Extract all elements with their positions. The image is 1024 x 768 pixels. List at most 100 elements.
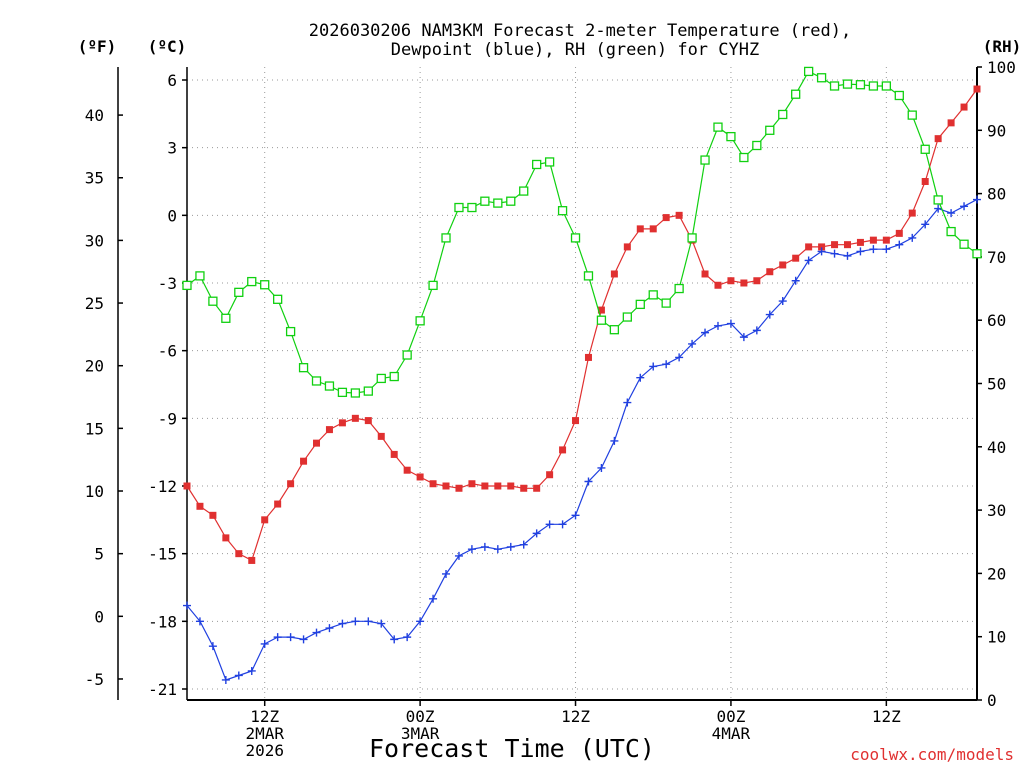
red-series-line (186, 88, 978, 562)
fahrenheit-tick-label: 20 (85, 357, 104, 376)
dewpoint-point (817, 247, 826, 256)
temperature-point (274, 500, 282, 508)
rh-point (273, 294, 283, 304)
rh-point (894, 90, 904, 101)
rh-point (713, 122, 723, 132)
fahrenheit-tick-label: 30 (85, 231, 104, 250)
dewpoint-point (208, 642, 217, 651)
rh-tick-label: 80 (987, 185, 1006, 204)
x-tick-label: 12Z (561, 707, 590, 726)
temperature-point (351, 414, 359, 422)
rh-point (285, 326, 296, 337)
rh-point (868, 81, 879, 91)
dewpoint-point (416, 617, 425, 626)
rh-point (454, 202, 464, 213)
temperature-point (364, 417, 372, 425)
temperature-point (934, 135, 942, 143)
series-green (182, 66, 982, 398)
fahrenheit-tick-label: 40 (85, 106, 104, 125)
series-blue (183, 195, 981, 684)
temperature-point (442, 482, 450, 490)
dewpoint-point (325, 624, 334, 633)
temperature-point (649, 225, 657, 233)
dewpoint-point (739, 333, 748, 342)
temperature-point (675, 211, 683, 219)
rh-point (363, 386, 373, 396)
rh-point (428, 280, 438, 291)
rh-point (337, 387, 348, 398)
dewpoint-point (701, 328, 710, 337)
dewpoint-point (299, 635, 308, 644)
temperature-point (766, 268, 774, 276)
temperature-point (287, 480, 295, 488)
temperature-point (908, 209, 916, 217)
rh-point (622, 312, 632, 322)
dewpoint-point (506, 542, 515, 551)
chart-title-line1: 2026030206 NAM3KM Forecast 2-meter Tempe… (309, 21, 851, 41)
rh-unit-label: (RH) (983, 37, 1022, 56)
rh-point (635, 299, 645, 310)
rh-point (842, 79, 853, 89)
dewpoint-point (765, 310, 774, 319)
rh-point (208, 296, 218, 306)
x-tick-label: 3MAR (401, 724, 440, 743)
fahrenheit-tick-label: 25 (85, 294, 104, 313)
celsius-tick-label: 3 (167, 139, 177, 158)
temperature-point (209, 511, 217, 519)
rh-point (855, 80, 866, 90)
temperature-point (507, 482, 515, 490)
temperature-point (753, 277, 761, 285)
temperature-point (701, 270, 709, 278)
dewpoint-point (338, 619, 347, 628)
dewpoint-point (286, 633, 295, 642)
dewpoint-point (830, 249, 839, 258)
rh-point (324, 381, 335, 391)
celsius-tick-label: -6 (158, 342, 177, 361)
series-red (183, 85, 981, 564)
rh-point (803, 66, 814, 77)
rh-tick-label: 20 (987, 564, 1006, 583)
dewpoint-point (726, 319, 735, 328)
x-tick-label: 12Z (872, 707, 901, 726)
fahrenheit-tick-label: 0 (94, 607, 104, 626)
dewpoint-point (312, 628, 321, 637)
dewpoint-point (429, 594, 438, 603)
dewpoint-point (571, 511, 580, 520)
dewpoint-point (519, 540, 528, 549)
temperature-point (494, 482, 502, 490)
temperature-point (727, 277, 735, 285)
dewpoint-point (597, 463, 606, 472)
dewpoint-point (351, 617, 360, 626)
rh-point (389, 371, 399, 382)
rh-point (726, 131, 736, 142)
dewpoint-point (364, 617, 373, 626)
dewpoint-point (377, 619, 386, 628)
temperature-point (429, 480, 437, 488)
dewpoint-point (675, 353, 684, 362)
dewpoint-point (713, 321, 722, 330)
rh-point (674, 283, 684, 294)
celsius-tick-label: -3 (158, 274, 177, 293)
temperature-point (856, 238, 864, 246)
rh-point (765, 125, 775, 135)
temperature-point (183, 482, 191, 490)
temperature-point (248, 556, 256, 564)
dewpoint-point (662, 360, 671, 369)
celsius-tick-label: 0 (167, 206, 177, 225)
temperature-point (338, 419, 346, 427)
rh-point (480, 196, 490, 206)
rh-tick-label: 100 (987, 58, 1016, 77)
temperature-point (636, 225, 644, 233)
x-tick-label: 4MAR (712, 724, 751, 743)
dewpoint-point (623, 398, 632, 407)
rh-point (221, 313, 231, 323)
dewpoint-point (467, 545, 476, 554)
x-tick-label: 2MAR (245, 724, 284, 743)
rh-point (583, 271, 594, 281)
rh-point (791, 89, 801, 99)
dewpoint-point (480, 542, 489, 551)
temperature-point (533, 484, 541, 492)
temperature-point (468, 480, 476, 488)
rh-point (752, 140, 762, 151)
dewpoint-point (558, 520, 567, 529)
